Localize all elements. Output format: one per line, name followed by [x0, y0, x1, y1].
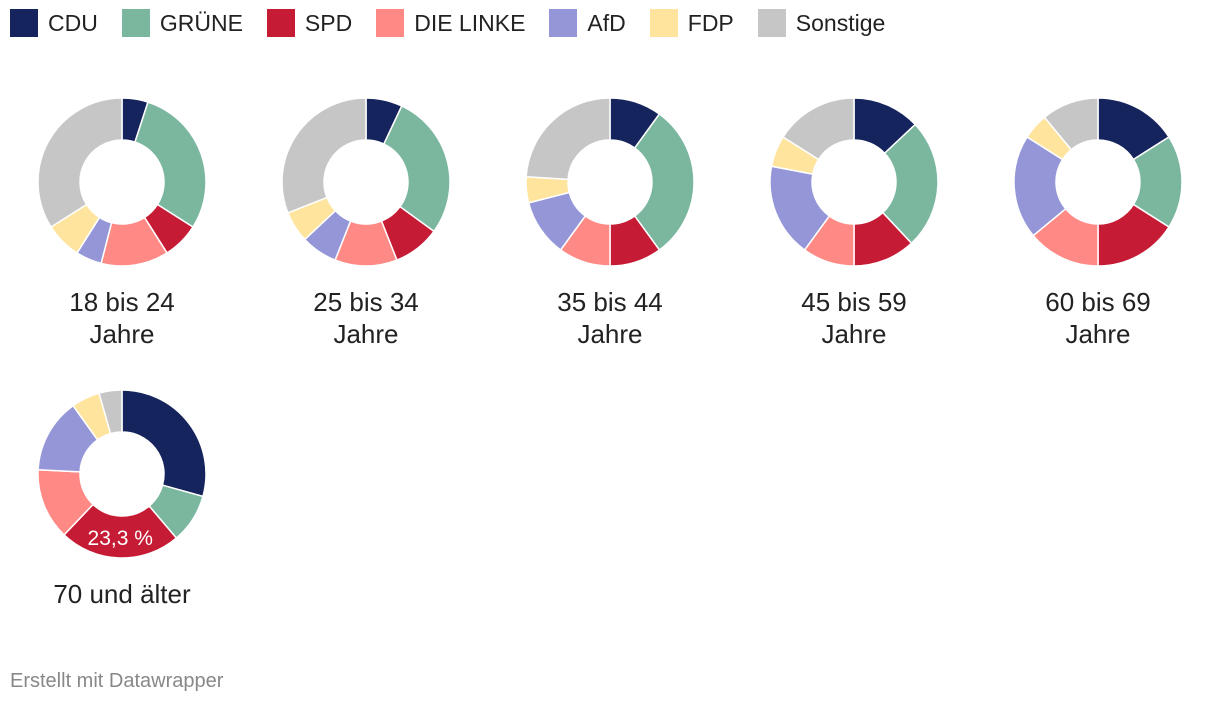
- legend-swatch: [376, 9, 405, 37]
- legend-item-spd: SPD: [266, 9, 353, 37]
- legend-item-gruene: GRÜNE: [121, 9, 243, 37]
- donut-svg: [281, 97, 451, 267]
- chart-title-line: 25 bis 34: [313, 287, 419, 317]
- chart-title: 70 und älter: [0, 578, 244, 610]
- chart-title-line: Jahre: [1065, 319, 1131, 349]
- slice-data-label: 23,3 %: [88, 527, 153, 550]
- chart-title: 25 bis 34 Jahre: [244, 286, 488, 350]
- donut-svg: [769, 97, 939, 267]
- legend-label: SPD: [304, 9, 353, 36]
- legend: CDU GRÜNE SPD DIE LINKE AfD FDP Sonstige: [10, 9, 909, 37]
- legend-swatch: [121, 9, 150, 37]
- donut-slice-spd: [63, 503, 178, 559]
- legend-item-sonstige: Sonstige: [757, 9, 886, 37]
- chart-title-line: Jahre: [89, 319, 155, 349]
- chart-title: 45 bis 59 Jahre: [732, 286, 976, 350]
- legend-label: CDU: [48, 9, 98, 36]
- donut-slice-sonstige: [281, 97, 367, 214]
- chart-title-line: 45 bis 59: [801, 287, 907, 317]
- chart-title-line: Jahre: [333, 319, 399, 349]
- credit-text: Erstellt mit Datawrapper: [10, 670, 224, 692]
- donut-slice-grüne: [881, 123, 939, 245]
- chart-title-line: 70 und älter: [53, 579, 191, 609]
- donut-slice-sonstige: [1043, 97, 1099, 151]
- chart-title-line: Jahre: [821, 319, 887, 349]
- donut-slice-sonstige: [98, 389, 123, 435]
- legend-swatch: [10, 9, 38, 37]
- chart-title: 60 bis 69 Jahre: [976, 286, 1220, 350]
- legend-label: DIE LINKE: [414, 9, 526, 36]
- legend-swatch: [549, 9, 578, 37]
- legend-item-fdp: FDP: [649, 9, 734, 37]
- legend-swatch: [757, 9, 786, 37]
- legend-swatch: [266, 9, 295, 37]
- donut-slice-grüne: [633, 112, 695, 252]
- legend-swatch: [649, 9, 678, 37]
- legend-label: FDP: [687, 9, 734, 36]
- legend-item-linke: DIE LINKE: [376, 9, 525, 37]
- legend-label: AfD: [587, 9, 626, 36]
- chart-title-line: Jahre: [577, 319, 643, 349]
- donut-slice-grüne: [134, 101, 207, 229]
- donut-slice-sonstige: [782, 97, 855, 161]
- chart-title: 35 bis 44 Jahre: [488, 286, 732, 350]
- donut-slice-sonstige: [525, 97, 611, 181]
- donut-svg: [525, 97, 695, 267]
- legend-label: Sonstige: [795, 9, 886, 36]
- donut-svg: 23,3 %: [37, 389, 207, 559]
- legend-label: GRÜNE: [159, 9, 243, 36]
- legend-item-afd: AfD: [549, 9, 626, 37]
- donut-svg: [37, 97, 207, 267]
- donut-slice-sonstige: [37, 97, 123, 229]
- chart-title-line: 35 bis 44: [557, 287, 663, 317]
- donut-slice-cdu: [121, 389, 207, 498]
- donut-slice-grüne: [382, 104, 451, 233]
- donut-svg: [1013, 97, 1183, 267]
- legend-item-cdu: CDU: [10, 9, 98, 37]
- chart-title-line: 60 bis 69: [1045, 287, 1151, 317]
- chart-title: 18 bis 24 Jahre: [0, 286, 244, 350]
- chart-title-line: 18 bis 24: [69, 287, 175, 317]
